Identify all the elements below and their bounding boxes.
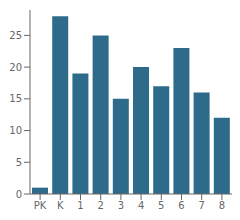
svg-text:15: 15 — [9, 93, 22, 104]
svg-text:5: 5 — [158, 200, 164, 211]
svg-text:20: 20 — [9, 62, 22, 73]
svg-text:10: 10 — [9, 125, 22, 136]
svg-text:1: 1 — [77, 200, 83, 211]
svg-text:PK: PK — [34, 200, 47, 211]
svg-text:25: 25 — [9, 30, 22, 41]
svg-text:0: 0 — [16, 189, 22, 200]
svg-text:3: 3 — [118, 200, 124, 211]
svg-text:7: 7 — [199, 200, 205, 211]
svg-text:6: 6 — [178, 200, 184, 211]
svg-text:2: 2 — [98, 200, 104, 211]
svg-text:8: 8 — [219, 200, 225, 211]
svg-text:4: 4 — [138, 200, 144, 211]
svg-text:K: K — [57, 200, 64, 211]
svg-text:5: 5 — [16, 157, 22, 168]
